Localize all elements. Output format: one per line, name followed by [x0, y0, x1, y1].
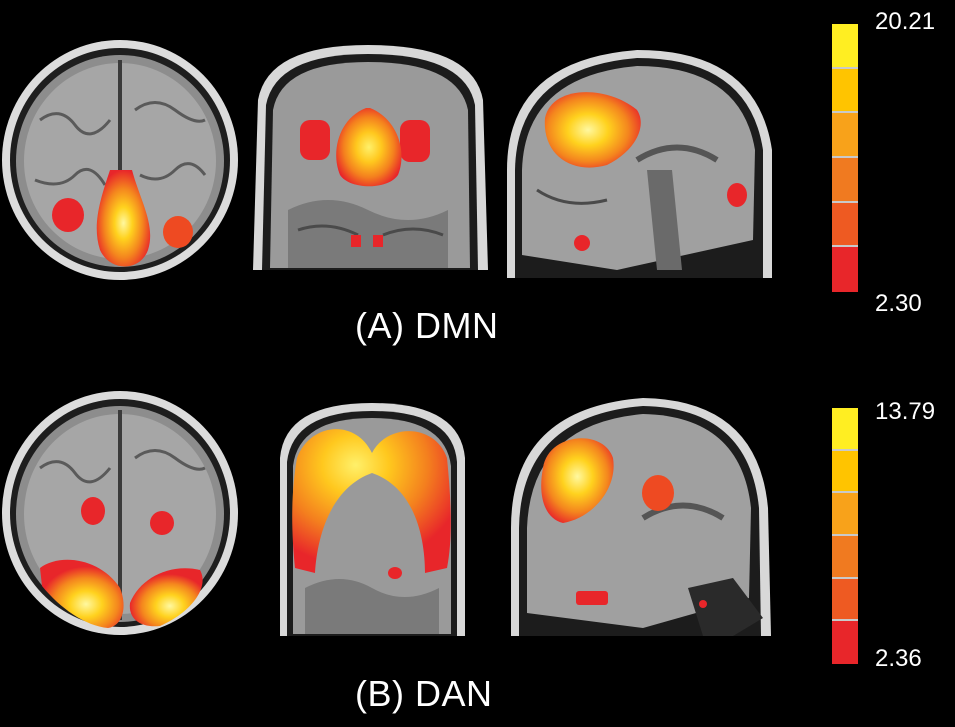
panel-dmn: (A) DMN 20.21 2.30	[0, 0, 955, 360]
dmn-coronal-slice	[253, 45, 488, 270]
dan-colorbar	[832, 408, 858, 664]
dan-axial-slice	[2, 391, 238, 635]
dan-colorbar-segment	[832, 535, 858, 579]
dmn-colorbar-segment	[832, 202, 858, 248]
dan-colorbar-segment	[832, 578, 858, 622]
dmn-colorbar-segment	[832, 24, 858, 69]
panel-dan: (B) DAN 13.79 2.36	[0, 360, 955, 727]
dmn-sagittal-slice	[507, 50, 772, 278]
dan-coronal-slice	[280, 403, 465, 636]
dan-scale-min: 2.36	[875, 645, 922, 672]
dan-colorbar-segment	[832, 408, 858, 451]
dmn-colorbar-segment	[832, 247, 858, 292]
dmn-scale-max: 20.21	[875, 8, 936, 35]
dan-sagittal-slice	[511, 398, 771, 636]
dmn-caption: (A) DMN	[355, 305, 499, 346]
dan-caption: (B) DAN	[355, 673, 493, 714]
dan-scale-max: 13.79	[875, 398, 936, 425]
dmn-colorbar-segment	[832, 113, 858, 158]
dmn-colorbar-segment	[832, 157, 858, 203]
dan-colorbar-segment	[832, 621, 858, 664]
dmn-axial-slice	[2, 40, 238, 280]
dmn-scale-min: 2.30	[875, 290, 922, 317]
dan-colorbar-segment	[832, 493, 858, 536]
dmn-colorbar-segment	[832, 68, 858, 114]
dmn-colorbar	[832, 24, 858, 292]
dan-colorbar-segment	[832, 450, 858, 494]
